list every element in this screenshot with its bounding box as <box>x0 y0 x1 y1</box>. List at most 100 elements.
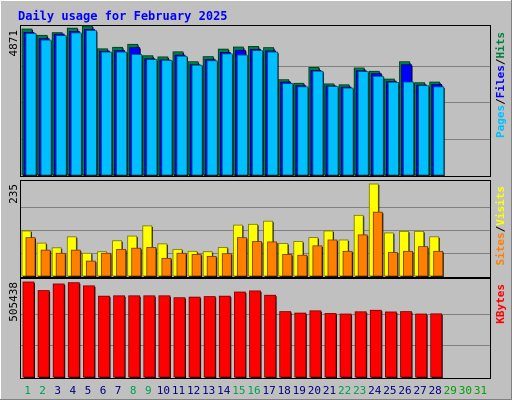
day-label-24: 24 <box>368 384 382 397</box>
panel-hits-max-label: 4871 <box>7 30 20 57</box>
bar-kbytes-day-9 <box>143 295 156 378</box>
bar-kbytes-day-11 <box>173 297 186 378</box>
panel-kbytes: 505438 KBytes <box>7 278 507 379</box>
bar-sites-day-27 <box>418 246 429 277</box>
bar-pages-day-6 <box>101 51 112 176</box>
bar-kbytes-day-23 <box>354 311 367 378</box>
panel-hits-bars <box>21 25 445 177</box>
day-label-7: 7 <box>115 384 122 397</box>
bar-pages-day-11 <box>176 55 188 176</box>
day-label-14: 14 <box>217 384 231 397</box>
day-label-20: 20 <box>308 384 321 397</box>
bar-sites-day-25 <box>387 252 398 277</box>
bar-pages-day-23 <box>357 71 369 176</box>
bar-pages-day-21 <box>327 86 339 176</box>
bar-pages-day-19 <box>297 86 309 176</box>
bar-sites-day-28 <box>433 250 444 277</box>
bar-kbytes-day-17 <box>264 294 277 378</box>
bar-sites-day-22 <box>342 250 353 277</box>
bar-sites-day-18 <box>282 254 293 277</box>
bar-kbytes-day-1 <box>22 281 35 378</box>
day-label-30: 30 <box>459 384 472 397</box>
day-label-8: 8 <box>130 384 137 397</box>
bar-kbytes-day-16 <box>249 290 261 378</box>
panel-hits-frame <box>20 25 491 177</box>
bar-kbytes-day-6 <box>98 295 110 378</box>
day-label-25: 25 <box>383 384 396 397</box>
bar-pages-day-15 <box>236 54 248 176</box>
day-label-16: 16 <box>247 384 260 397</box>
panel-visits-legend: Sites/Visits <box>494 186 507 266</box>
bar-pages-day-4 <box>70 32 82 176</box>
panel-hits: 4871 Pages/Files/Hits <box>7 25 507 177</box>
bar-kbytes-day-25 <box>384 311 397 378</box>
x-axis-day-labels: 1 2 3 4 5 6 7 8 9 10 11 12 13 14 15 16 17 18 19 20 21 22 23 24 2… <box>24 384 487 397</box>
bar-pages-day-26 <box>403 81 414 176</box>
bar-sites-day-12 <box>191 254 202 277</box>
legend-visits: Visits <box>494 186 507 226</box>
bar-sites-day-26 <box>403 250 413 277</box>
bar-pages-day-28 <box>433 86 445 176</box>
bar-sites-day-24 <box>372 211 383 277</box>
bar-sites-day-15 <box>236 237 247 277</box>
bar-sites-day-17 <box>267 241 278 277</box>
panel-visits: 235 Sites/Visits <box>7 180 507 278</box>
bar-sites-day-1 <box>25 237 36 277</box>
bar-kbytes-day-28 <box>430 313 443 378</box>
panel-kbytes-legend: KBytes <box>494 284 507 324</box>
legend-sites: Sites <box>494 232 507 265</box>
day-label-3: 3 <box>54 384 61 397</box>
day-label-26: 26 <box>398 384 411 397</box>
bar-kbytes-day-24 <box>369 309 382 378</box>
day-label-28: 28 <box>429 384 442 397</box>
chart-title: Daily usage for February 2025 <box>18 9 228 23</box>
bar-sites-day-9 <box>146 247 157 277</box>
legend-hits: Hits <box>494 32 507 59</box>
bar-pages-day-2 <box>40 39 52 176</box>
bar-kbytes-day-18 <box>279 311 292 378</box>
legend-pages: Pages <box>494 105 507 138</box>
bar-kbytes-day-27 <box>415 313 428 378</box>
day-label-27: 27 <box>413 384 426 397</box>
bar-sites-day-14 <box>221 253 232 277</box>
bar-pages-day-27 <box>418 85 430 176</box>
panel-kbytes-bars <box>22 281 443 378</box>
legend-files: Files <box>494 65 507 98</box>
bar-sites-day-20 <box>312 245 323 277</box>
day-label-10: 10 <box>157 384 170 397</box>
panel-kbytes-max-label: 505438 <box>7 282 20 322</box>
day-label-11: 11 <box>172 384 185 397</box>
bar-pages-day-22 <box>342 87 354 176</box>
bar-kbytes-day-7 <box>113 295 125 378</box>
bar-sites-day-19 <box>297 254 308 277</box>
day-label-12: 12 <box>187 384 200 397</box>
bar-sites-day-2 <box>40 249 51 277</box>
panel-visits-bars <box>21 183 444 277</box>
bar-sites-day-7 <box>116 248 126 277</box>
bar-pages-day-8 <box>131 54 143 176</box>
bar-sites-day-8 <box>131 247 142 277</box>
day-label-9: 9 <box>145 384 152 397</box>
legend-separator: / <box>494 98 507 105</box>
legend-text: KBytes <box>494 284 507 324</box>
bar-pages-day-25 <box>387 81 399 176</box>
bar-kbytes-day-19 <box>294 312 307 378</box>
panel-hits-legend: Pages/Files/Hits <box>494 32 507 138</box>
bar-pages-day-10 <box>161 60 173 176</box>
day-label-31: 31 <box>474 384 487 397</box>
bar-sites-day-4 <box>70 249 81 277</box>
legend-kbytes: KBytes <box>494 284 507 324</box>
day-label-21: 21 <box>323 384 336 397</box>
bar-kbytes-day-8 <box>128 295 141 378</box>
bar-kbytes-day-3 <box>52 283 65 378</box>
bar-sites-day-13 <box>206 256 217 277</box>
bar-kbytes-day-15 <box>233 291 246 378</box>
bar-kbytes-day-21 <box>324 313 337 378</box>
bar-sites-day-10 <box>161 257 172 277</box>
day-label-4: 4 <box>69 384 76 397</box>
day-label-2: 2 <box>39 384 46 397</box>
panel-kbytes-frame <box>20 278 491 379</box>
day-label-22: 22 <box>338 384 351 397</box>
day-label-18: 18 <box>278 384 291 397</box>
day-label-15: 15 <box>232 384 245 397</box>
